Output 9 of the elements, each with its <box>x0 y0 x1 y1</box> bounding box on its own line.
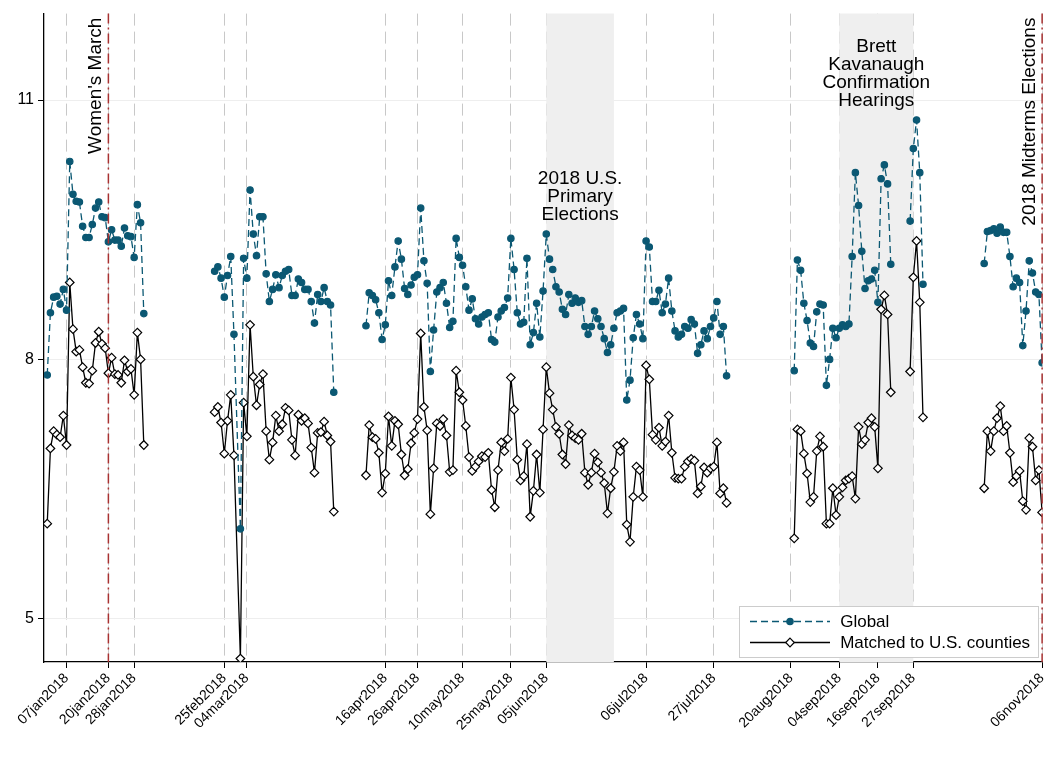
ref-line-label: 2018 Midterms Elections <box>1017 17 1039 226</box>
band-label: Brett Kavanaugh Confirmation Hearings <box>822 34 931 110</box>
y-tick-label: 5 <box>25 609 35 627</box>
y-tick-label: 8 <box>25 349 35 367</box>
band-label: 2018 U.S. Primary Elections <box>537 167 623 225</box>
y-tick-label: 11 <box>17 90 35 108</box>
ref-line-label: Women's March <box>84 17 106 154</box>
legend-label: Matched to U.S. counties <box>840 632 1031 653</box>
legend-label: Global <box>840 611 890 632</box>
